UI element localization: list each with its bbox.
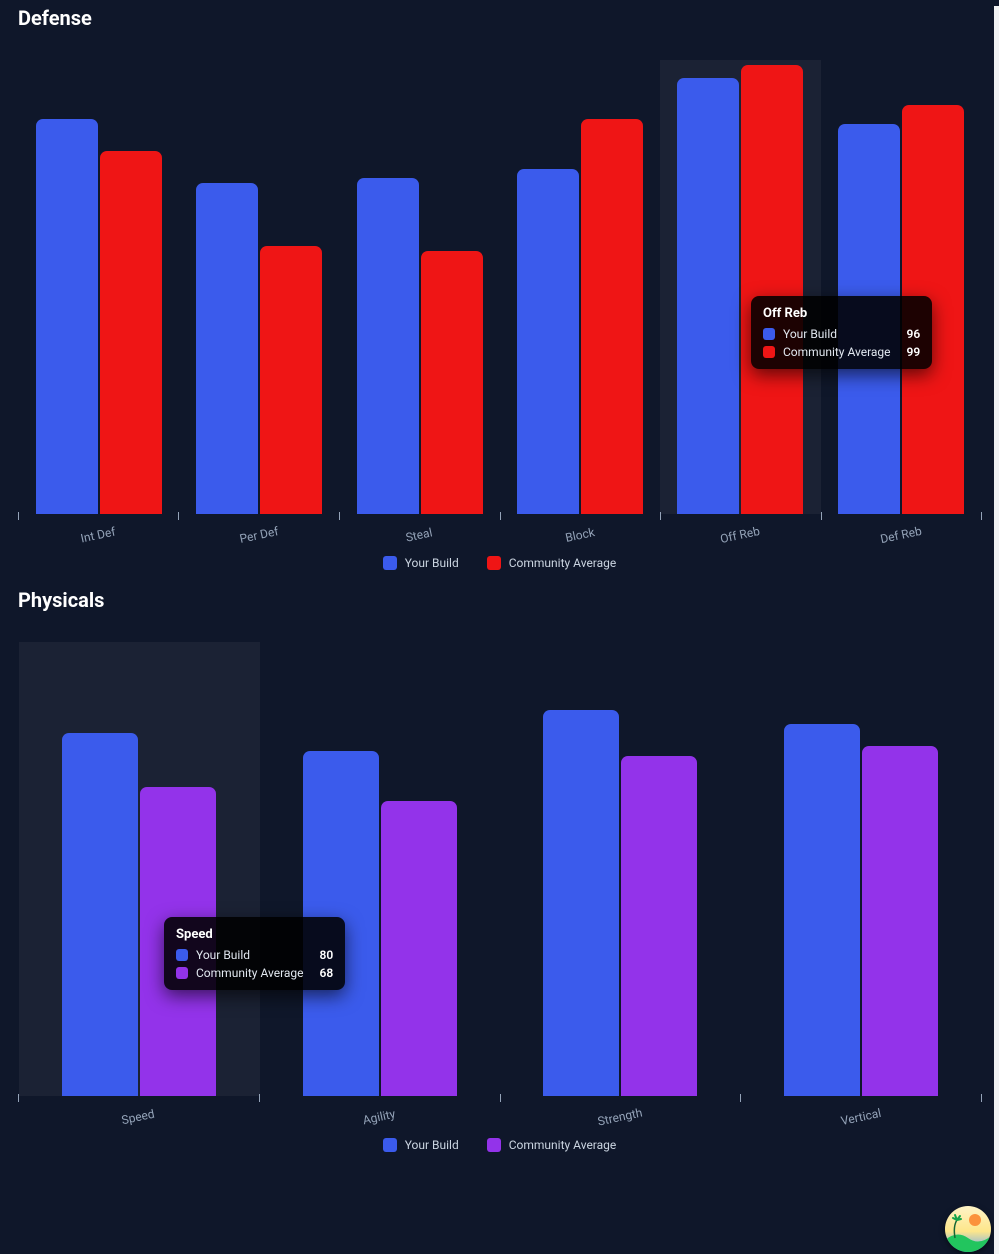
- chart-bar-group[interactable]: [340, 60, 500, 514]
- defense-plot-area: [18, 60, 981, 514]
- axis-tick: [740, 1094, 741, 1102]
- defense-chart[interactable]: Int Def Per Def Steal Block Off Reb Def Reb Y…: [18, 60, 981, 570]
- chart-bar-group[interactable]: [821, 60, 981, 514]
- tooltip-row: Your Build 96: [763, 327, 920, 341]
- physicals-title: Physicals: [18, 588, 981, 612]
- tooltip-label: Community Average: [196, 966, 304, 980]
- defense-title: Defense: [18, 6, 981, 30]
- physicals-section: Physicals Speed Agility Strength Vertical Y…: [18, 588, 981, 1152]
- bar-community-average[interactable]: [621, 756, 697, 1097]
- chart-bar-group[interactable]: [500, 642, 741, 1096]
- tooltip-title: Off Reb: [763, 306, 920, 321]
- tooltip-value: 80: [320, 948, 334, 962]
- bar-your-build[interactable]: [62, 733, 138, 1096]
- axis-label: Off Reb: [719, 524, 761, 546]
- legend-swatch-icon: [383, 556, 397, 570]
- chart-bar-group[interactable]: [260, 642, 501, 1096]
- bar-your-build[interactable]: [357, 178, 419, 514]
- axis-tick: [18, 512, 19, 520]
- tooltip-value: 68: [320, 966, 334, 980]
- legend-label: Your Build: [405, 1138, 459, 1152]
- bar-community-average[interactable]: [862, 746, 938, 1096]
- scrollbar-track[interactable]: [994, 6, 999, 1254]
- tooltip-swatch-icon: [176, 967, 188, 979]
- axis-label: Speed: [121, 1107, 157, 1128]
- axis-tick: [981, 1094, 982, 1102]
- axis-label: Block: [564, 525, 596, 545]
- axis-tick: [500, 1094, 501, 1102]
- legend-label: Community Average: [509, 1138, 617, 1152]
- legend-swatch-icon: [487, 1138, 501, 1152]
- axis-label: Steal: [405, 525, 434, 544]
- legend-swatch-icon: [383, 1138, 397, 1152]
- chart-bar-group[interactable]: [660, 60, 820, 514]
- bar-your-build[interactable]: [784, 724, 860, 1096]
- physicals-x-axis: Speed Agility Strength Vertical: [18, 1096, 981, 1128]
- tooltip-label: Your Build: [783, 327, 891, 341]
- bar-community-average[interactable]: [100, 151, 162, 514]
- defense-legend: Your Build Community Average: [18, 556, 981, 570]
- tooltip-swatch-icon: [763, 328, 775, 340]
- bar-community-average[interactable]: [421, 251, 483, 514]
- legend-item-build[interactable]: Your Build: [383, 556, 459, 570]
- tooltip-swatch-icon: [763, 346, 775, 358]
- axis-tick: [660, 512, 661, 520]
- tooltip-swatch-icon: [176, 949, 188, 961]
- tooltip-row: Your Build 80: [176, 948, 333, 962]
- axis-tick: [259, 1094, 260, 1102]
- chart-bar-group[interactable]: [500, 60, 660, 514]
- bar-your-build[interactable]: [517, 169, 579, 514]
- axis-tick: [500, 512, 501, 520]
- avatar-badge-icon[interactable]: [945, 1206, 991, 1252]
- legend-label: Community Average: [509, 556, 617, 570]
- bar-your-build[interactable]: [543, 710, 619, 1096]
- legend-item-community[interactable]: Community Average: [487, 1138, 617, 1152]
- bar-community-average[interactable]: [381, 801, 457, 1096]
- physicals-chart[interactable]: Speed Agility Strength Vertical Your Build …: [18, 642, 981, 1152]
- legend-label: Your Build: [405, 556, 459, 570]
- tooltip-value: 96: [907, 327, 921, 341]
- chart-bar-group[interactable]: [19, 642, 260, 1096]
- physicals-tooltip: Speed Your Build 80 Community Average 68: [164, 917, 345, 990]
- bar-your-build[interactable]: [677, 78, 739, 514]
- chart-bar-group[interactable]: [741, 642, 982, 1096]
- axis-label: Vertical: [839, 1106, 882, 1128]
- bar-your-build[interactable]: [36, 119, 98, 514]
- axis-label: Def Reb: [879, 524, 923, 546]
- defense-tooltip: Off Reb Your Build 96 Community Average 99: [751, 296, 932, 369]
- tooltip-row: Community Average 68: [176, 966, 333, 980]
- axis-label: Agility: [362, 1107, 397, 1128]
- chart-bar-group[interactable]: [179, 60, 339, 514]
- bar-community-average[interactable]: [260, 246, 322, 514]
- physicals-plot-area: [18, 642, 981, 1096]
- defense-section: Defense Int Def Per Def Steal Block Off Reb D…: [18, 6, 981, 570]
- axis-label: Per Def: [238, 524, 279, 546]
- bar-your-build[interactable]: [196, 183, 258, 514]
- axis-tick: [981, 512, 982, 520]
- tooltip-row: Community Average 99: [763, 345, 920, 359]
- axis-tick: [178, 512, 179, 520]
- axis-label: Int Def: [80, 524, 117, 545]
- axis-tick: [821, 512, 822, 520]
- physicals-legend: Your Build Community Average: [18, 1138, 981, 1152]
- axis-tick: [18, 1094, 19, 1102]
- tooltip-value: 99: [907, 345, 921, 359]
- tooltip-label: Community Average: [783, 345, 891, 359]
- axis-tick: [339, 512, 340, 520]
- chart-bar-group[interactable]: [19, 60, 179, 514]
- bar-community-average[interactable]: [741, 65, 803, 514]
- defense-x-axis: Int Def Per Def Steal Block Off Reb Def Reb: [18, 514, 981, 546]
- tooltip-label: Your Build: [196, 948, 304, 962]
- legend-item-build[interactable]: Your Build: [383, 1138, 459, 1152]
- legend-swatch-icon: [487, 556, 501, 570]
- bar-community-average[interactable]: [581, 119, 643, 514]
- axis-label: Strength: [596, 1105, 643, 1128]
- tooltip-title: Speed: [176, 927, 333, 942]
- page-root: Defense Int Def Per Def Steal Block Off Reb D…: [0, 6, 999, 1152]
- legend-item-community[interactable]: Community Average: [487, 556, 617, 570]
